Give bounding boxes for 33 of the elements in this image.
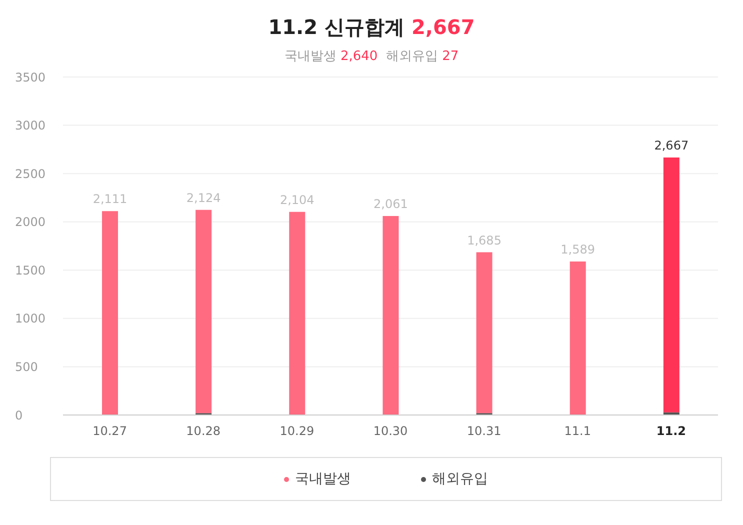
chart-subtitle: 국내발생 2,640 해외유입 27	[284, 49, 459, 64]
y-tick-label: 3000	[15, 118, 46, 133]
y-tick-label: 1500	[15, 263, 46, 278]
total-label: 1,589	[560, 242, 596, 257]
total-label: 2,061	[374, 196, 408, 211]
total-label: 2,124	[186, 190, 221, 205]
legend-label: 국내발생	[294, 470, 351, 488]
legend-label: 해외유입	[431, 470, 488, 488]
y-tick-label: 3500	[15, 70, 46, 84]
chart-title: 11.2 신규합계 2,667	[267, 14, 476, 41]
y-tick-label: 2000	[15, 215, 46, 230]
total-label: 2,104	[280, 192, 314, 207]
bar	[382, 216, 399, 415]
bar	[663, 157, 680, 412]
x-tick-label: 11.1	[564, 424, 591, 438]
total-label: 1,685	[467, 233, 502, 248]
bar	[289, 212, 306, 415]
bar	[102, 211, 118, 415]
total-label: 2,667	[654, 138, 689, 152]
y-tick-label: 2500	[15, 166, 46, 181]
x-tick-label: 10.30	[373, 424, 408, 438]
x-tick-label: 10.31	[466, 424, 502, 438]
bar	[196, 210, 212, 414]
bar	[476, 252, 492, 414]
y-tick-label: 1000	[15, 312, 46, 326]
total-label: 2,111	[92, 192, 128, 206]
bar	[570, 262, 586, 415]
x-tick-label: 11.2	[656, 424, 686, 438]
y-tick-label: 0	[15, 408, 23, 422]
x-tick-label: 10.27	[92, 424, 127, 438]
x-tick-label: 10.29	[280, 424, 314, 438]
y-tick-label: 500	[15, 360, 38, 374]
x-tick-label: 10.28	[186, 424, 221, 438]
